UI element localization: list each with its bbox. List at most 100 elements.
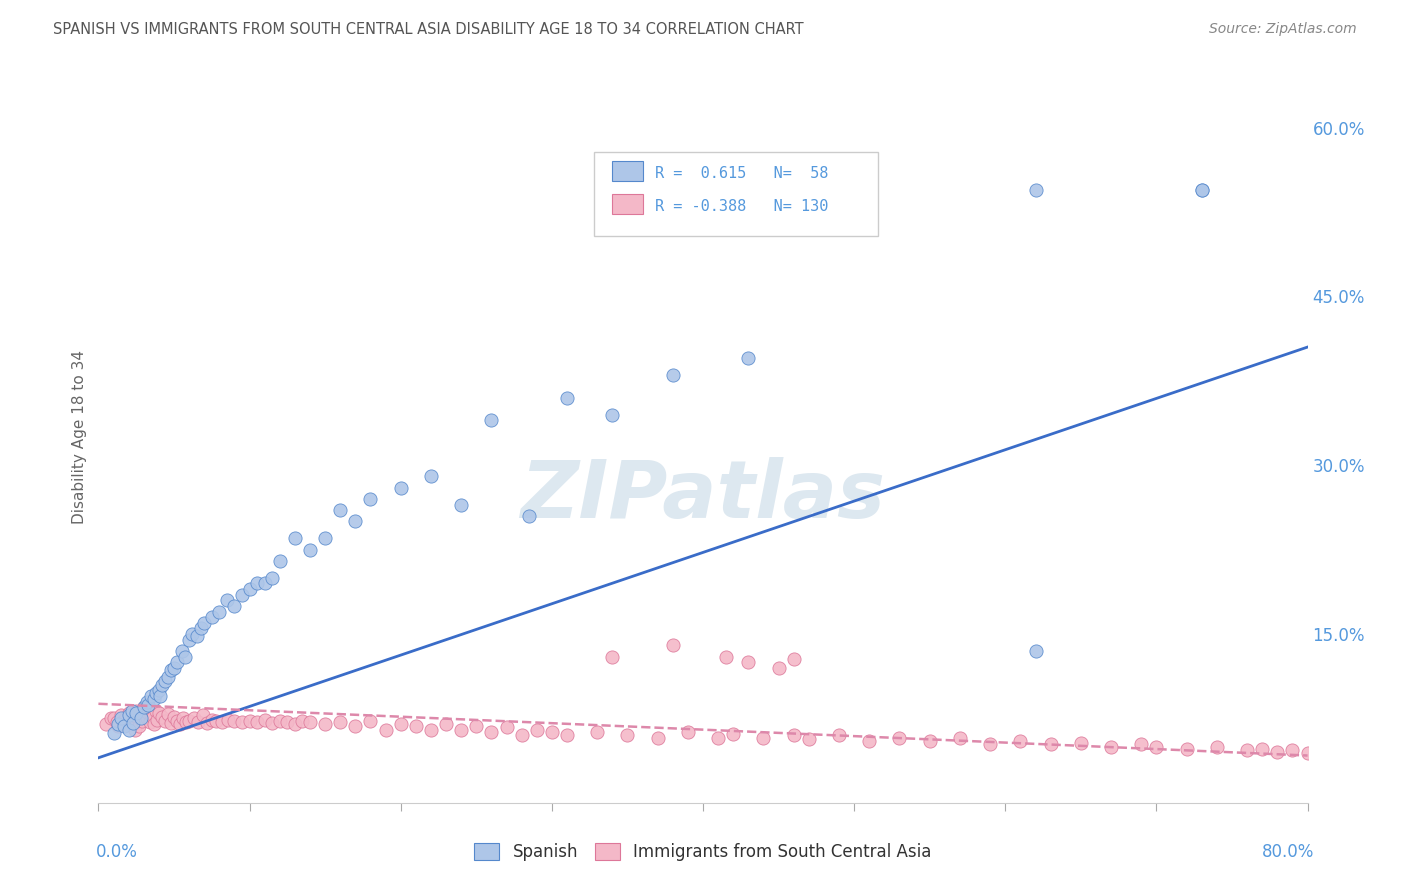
Point	[173, 649, 195, 664]
Point	[481, 413, 503, 427]
FancyBboxPatch shape	[613, 161, 643, 181]
Point	[139, 714, 162, 729]
Point	[555, 391, 578, 405]
Text: R = -0.388   N= 130: R = -0.388 N= 130	[655, 200, 828, 214]
Point	[166, 714, 188, 728]
Point	[128, 719, 150, 733]
Point	[163, 710, 186, 724]
Point	[465, 719, 488, 733]
Point	[284, 717, 307, 731]
Point	[1144, 739, 1167, 754]
Point	[195, 715, 218, 730]
Point	[676, 725, 699, 739]
Point	[160, 715, 183, 730]
Point	[329, 503, 352, 517]
Point	[100, 711, 122, 725]
Point	[205, 714, 228, 728]
Point	[661, 368, 683, 383]
Point	[183, 711, 205, 725]
Point	[949, 731, 972, 745]
Point	[889, 731, 911, 745]
Point	[146, 713, 169, 727]
Point	[111, 714, 134, 728]
Point	[262, 571, 284, 585]
Point	[661, 638, 683, 652]
Point	[291, 714, 314, 728]
Point	[707, 731, 730, 745]
Point	[115, 718, 138, 732]
Point	[737, 351, 759, 366]
Point	[752, 731, 775, 745]
Point	[208, 605, 231, 619]
Point	[112, 717, 135, 731]
Point	[145, 704, 167, 718]
Point	[253, 576, 276, 591]
Point	[179, 632, 201, 647]
Point	[136, 698, 159, 712]
Point	[107, 717, 129, 731]
Text: R =  0.615   N=  58: R = 0.615 N= 58	[655, 167, 828, 181]
Point	[360, 714, 382, 728]
Point	[143, 717, 166, 731]
Point	[191, 708, 214, 723]
Point	[156, 670, 179, 684]
Point	[1024, 644, 1046, 658]
Point	[122, 715, 145, 730]
Point	[136, 706, 159, 720]
Point	[405, 719, 427, 733]
Point	[201, 713, 224, 727]
Point	[132, 700, 155, 714]
Text: Source: ZipAtlas.com: Source: ZipAtlas.com	[1209, 22, 1357, 37]
Point	[420, 469, 443, 483]
Point	[1039, 737, 1062, 751]
Point	[231, 714, 253, 729]
Y-axis label: Disability Age 18 to 34: Disability Age 18 to 34	[72, 350, 87, 524]
Point	[1010, 734, 1032, 748]
Point	[314, 717, 336, 731]
Point	[314, 532, 336, 546]
Point	[215, 593, 238, 607]
Point	[979, 737, 1001, 751]
Point	[269, 714, 291, 728]
Point	[495, 720, 517, 734]
Point	[107, 719, 129, 733]
Point	[129, 706, 152, 720]
Point	[105, 714, 128, 729]
Point	[153, 674, 176, 689]
Point	[737, 655, 759, 669]
Point	[828, 728, 851, 742]
Point	[344, 719, 367, 733]
Point	[224, 599, 246, 613]
Point	[118, 706, 141, 720]
Text: 0.0%: 0.0%	[96, 843, 138, 861]
Point	[160, 663, 183, 677]
Point	[299, 542, 322, 557]
Point	[145, 685, 167, 699]
Point	[1296, 746, 1319, 760]
Point	[150, 710, 173, 724]
Point	[131, 714, 153, 728]
Point	[94, 717, 117, 731]
Point	[134, 706, 156, 721]
Point	[135, 694, 157, 708]
Point	[211, 714, 233, 729]
Point	[110, 708, 132, 723]
Point	[768, 661, 790, 675]
Point	[389, 481, 412, 495]
Point	[360, 491, 382, 506]
Point	[170, 644, 193, 658]
Point	[246, 714, 269, 729]
Text: SPANISH VS IMMIGRANTS FROM SOUTH CENTRAL ASIA DISABILITY AGE 18 TO 34 CORRELATIO: SPANISH VS IMMIGRANTS FROM SOUTH CENTRAL…	[53, 22, 804, 37]
Point	[231, 588, 253, 602]
FancyBboxPatch shape	[613, 194, 643, 214]
Point	[344, 515, 367, 529]
Point	[1236, 743, 1258, 757]
Point	[602, 408, 624, 422]
Point	[121, 714, 143, 729]
Point	[217, 713, 239, 727]
Point	[647, 731, 669, 745]
Point	[262, 715, 284, 730]
Point	[723, 727, 745, 741]
Point	[586, 725, 609, 739]
Point	[169, 717, 191, 731]
